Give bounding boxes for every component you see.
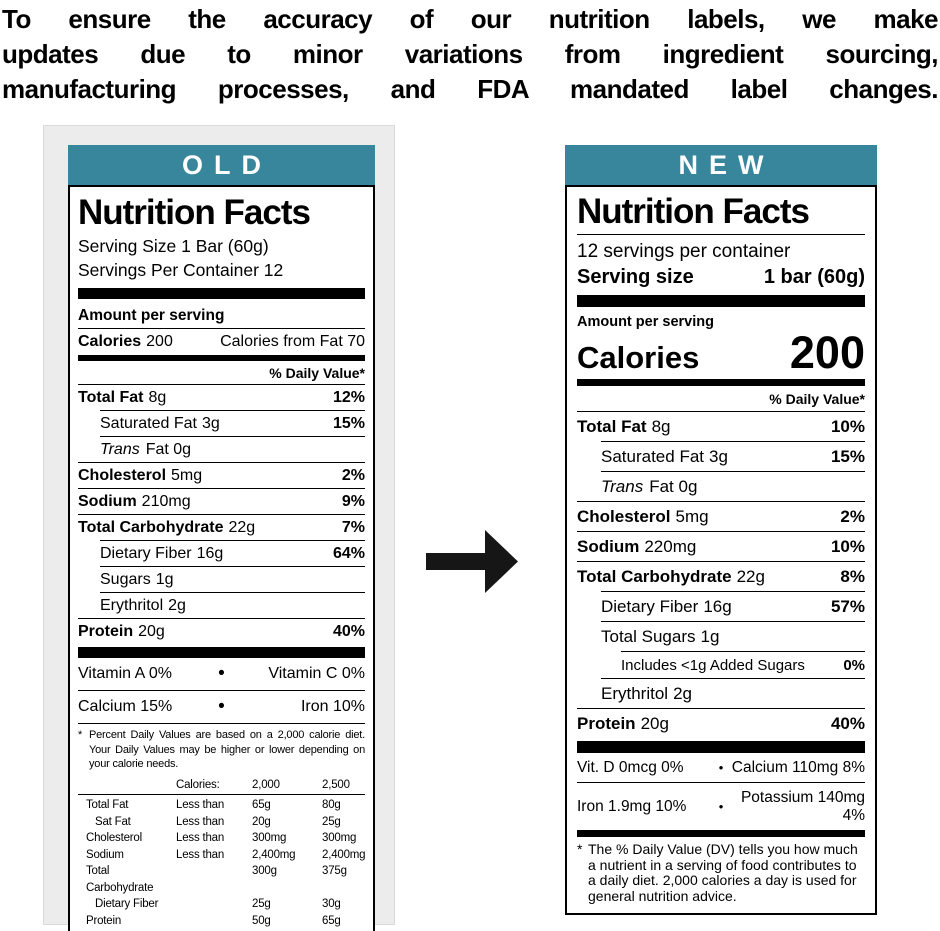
nutrient-row-saturated-fat: Saturated Fat 3g 15% xyxy=(601,441,865,471)
table-header-row: Calories: 2,000 2,500 xyxy=(78,777,365,795)
old-tag-header: OLD xyxy=(68,145,375,185)
vitamin-row-a-c: Vitamin A 0% • Vitamin C 0% xyxy=(78,663,365,684)
table-row: Sat Fat Less than 20g 25g xyxy=(95,815,341,828)
new-calories-label: Calories xyxy=(577,340,700,375)
nutrient-row-total-carbohydrate: Total Carbohydrate 22g 8% xyxy=(577,561,865,591)
new-nutrition-label: NEW Nutrition Facts 12 servings per cont… xyxy=(565,145,877,915)
daily-values-reference-table: Calories: 2,000 2,500 Total Fat Less than… xyxy=(78,777,366,930)
new-title: Nutrition Facts xyxy=(577,192,865,235)
intro-text-line-3: manufacturing processes, and FDA mandate… xyxy=(2,74,939,104)
right-arrow-icon xyxy=(426,530,518,593)
new-servings-per-container: 12 servings per container xyxy=(577,241,791,262)
nutrient-row-dietary-fiber: Dietary Fiber 16g 64% xyxy=(100,540,365,566)
vitamin-row-iron-potassium: Iron 1.9mg 10% • Potassium 140mg 4% xyxy=(577,782,865,830)
bullet-icon: • xyxy=(718,799,724,814)
table-row: Total Carbohydrate 300g 375g xyxy=(86,865,347,894)
table-row: Protein 50g 65g xyxy=(86,914,341,927)
new-serving-size-row: Serving size 1 bar (60g) xyxy=(577,266,865,288)
table-row: Dietary Fiber 25g 30g xyxy=(95,898,341,910)
old-servings-per-container: Servings Per Container 12 xyxy=(78,260,284,280)
old-nutrition-label: OLD Nutrition Facts Serving Size 1 Bar (… xyxy=(68,145,375,931)
nutrient-row-erythritol: Erythritol 2g xyxy=(100,592,365,618)
bullet-icon: • xyxy=(218,663,225,684)
divider-bar xyxy=(78,355,365,361)
divider-bar xyxy=(577,830,865,837)
old-serving-size: Serving Size 1 Bar (60g) xyxy=(78,236,269,256)
nutrient-row-total-fat: Total Fat 8g 12% xyxy=(78,384,365,410)
intro-text-line-2: updates due to minor variations from ing… xyxy=(2,39,939,69)
divider-bar xyxy=(577,741,865,753)
table-row: Total Fat Less than 65g 80g xyxy=(86,799,341,811)
new-calories-row: Calories 200 xyxy=(577,330,865,376)
old-calories: Calories 200 xyxy=(78,333,173,350)
nutrient-row-total-sugars: Total Sugars 1g xyxy=(601,621,865,651)
old-calories-from-fat: Calories from Fat 70 xyxy=(220,333,365,350)
nutrient-row-sodium: Sodium 220mg 10% xyxy=(577,531,865,561)
nutrient-row-added-sugars: Includes <1g Added Sugars 0% xyxy=(621,651,865,678)
vitamin-row-calcium-iron: Calcium 15% • Iron 10% xyxy=(78,690,365,724)
nutrient-row-protein: Protein 20g 40% xyxy=(577,708,865,738)
nutrient-row-total-carbohydrate: Total Carbohydrate 22g 7% xyxy=(78,514,365,540)
intro-banner: To ensure the accuracy of our nutrition … xyxy=(2,2,939,107)
vitamin-row-d-calcium: Vit. D 0mcg 0% • Calcium 110mg 8% xyxy=(577,758,865,776)
bullet-icon: • xyxy=(718,760,724,775)
new-calories-value: 200 xyxy=(789,327,865,378)
old-daily-value-header: % Daily Value* xyxy=(269,365,365,381)
divider-bar xyxy=(78,288,365,299)
old-calories-row: Calories 200 Calories from Fat 70 xyxy=(78,329,365,355)
nutrient-row-sugars: Sugars 1g xyxy=(100,566,365,592)
nutrient-row-dietary-fiber: Dietary Fiber 16g 57% xyxy=(601,591,865,621)
nutrient-row-trans-fat: Trans Fat 0g xyxy=(100,436,365,462)
intro-text-line-1: To ensure the accuracy of our nutrition … xyxy=(2,4,939,34)
old-label-box: Nutrition Facts Serving Size 1 Bar (60g)… xyxy=(68,185,375,931)
nutrient-row-total-fat: Total Fat 8g 10% xyxy=(577,411,865,441)
old-footnote: * Percent Daily Values are based on a 2,… xyxy=(78,729,365,770)
divider-bar xyxy=(78,647,365,658)
new-footnote: * The % Daily Value (DV) tells you how m… xyxy=(577,841,858,904)
nutrient-row-sodium: Sodium 210mg 9% xyxy=(78,488,365,514)
old-title: Nutrition Facts xyxy=(78,193,311,232)
nutrient-row-saturated-fat: Saturated Fat 3g 15% xyxy=(100,410,365,436)
nutrient-row-cholesterol: Cholesterol 5mg 2% xyxy=(78,462,365,488)
nutrient-row-protein: Protein 20g 40% xyxy=(78,618,365,644)
new-amount-per-serving: Amount per serving xyxy=(577,314,714,330)
bullet-icon: • xyxy=(218,696,225,717)
nutrient-row-erythritol: Erythritol 2g xyxy=(601,678,865,708)
new-label-box: Nutrition Facts 12 servings per containe… xyxy=(565,185,877,915)
new-tag-header: NEW xyxy=(565,145,877,185)
table-row: Cholesterol Less than 300mg 300mg xyxy=(86,832,357,844)
new-daily-value-header: % Daily Value* xyxy=(769,391,865,407)
divider-bar xyxy=(577,379,865,386)
old-amount-per-serving: Amount per serving xyxy=(78,303,365,329)
nutrient-row-cholesterol: Cholesterol 5mg 2% xyxy=(577,501,865,531)
table-row: Sodium Less than 2,400mg 2,400mg xyxy=(86,848,366,861)
nutrient-row-trans-fat: Trans Fat 0g xyxy=(601,471,865,501)
divider-bar xyxy=(577,295,865,307)
